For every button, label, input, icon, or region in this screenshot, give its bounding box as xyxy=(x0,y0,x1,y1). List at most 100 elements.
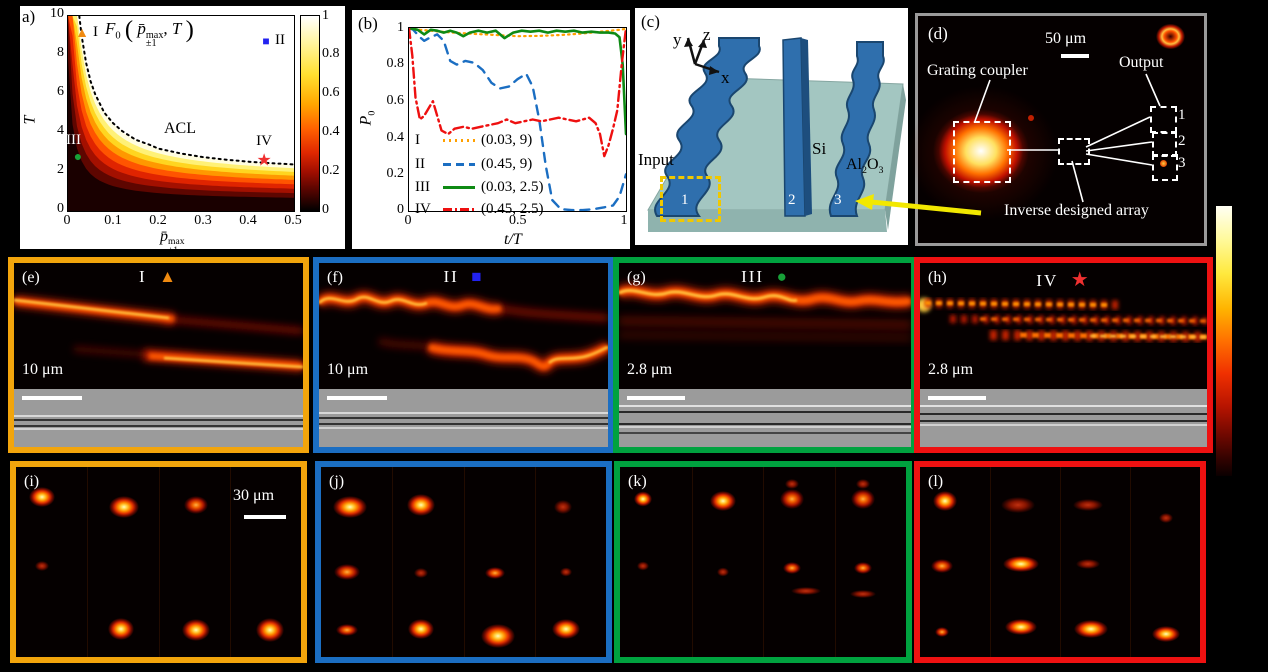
marker-III: ● xyxy=(73,150,83,166)
output-spot xyxy=(28,487,55,508)
ytick: 0.6 xyxy=(386,93,405,108)
xtick: 1 xyxy=(620,213,628,228)
ctick: 1 xyxy=(322,8,329,23)
output-spot xyxy=(933,491,958,512)
substrate-front xyxy=(648,210,887,232)
panel-f-id: II ■ xyxy=(443,267,484,286)
star-marker-icon: ★ xyxy=(1070,269,1091,291)
output-3-number: 3 xyxy=(1178,155,1186,171)
panel-e-scale-label: 10 μm xyxy=(22,361,64,378)
panel-a-heatmap: ACL ▲ I ■ II ● III ★ IV xyxy=(66,15,295,212)
output-spot xyxy=(790,586,821,595)
output-spot xyxy=(1073,499,1103,511)
intensity-colorbar xyxy=(1216,206,1232,476)
input-label: Input xyxy=(638,150,674,169)
panel-i-scale-bar xyxy=(244,515,286,519)
legend-line-sample xyxy=(443,138,475,142)
output-2-number: 2 xyxy=(1178,133,1186,149)
legend-row-I: I (0.03, 9) xyxy=(415,131,532,149)
waveguide-1-number: 1 xyxy=(681,192,689,208)
array-dashed-box xyxy=(1058,138,1090,165)
substrate-label: Al2O3 xyxy=(846,156,884,177)
ytick: 0.2 xyxy=(386,166,405,181)
panel-a-label: a) xyxy=(22,7,36,26)
panel-e: (e) I ▲ 10 μm xyxy=(8,257,309,453)
panel-a: a) F0 ( p̄ max ±1, T ) T 10 8 6 4 2 0 0 0.… xyxy=(20,6,345,255)
panel-e-label: (e) xyxy=(22,269,40,286)
panel-b-xlabel: t/T xyxy=(504,231,522,248)
panel-f-fluorescence xyxy=(319,291,608,373)
panel-e-id: I ▲ xyxy=(139,267,178,286)
ctick: 0.6 xyxy=(322,85,340,100)
panel-a-colorbar xyxy=(300,15,320,212)
output-spot xyxy=(181,619,210,642)
output-spot xyxy=(407,618,434,639)
output-spot xyxy=(560,567,573,576)
panel-h-id: IV ★ xyxy=(1036,269,1091,291)
panel-a-xlabel: p̄ max ±1 xyxy=(160,228,185,256)
output-spot xyxy=(109,495,140,518)
output-spot xyxy=(779,489,804,510)
x-arrowhead xyxy=(709,66,719,75)
legend: I (0.03, 9) II (0.45, 9) III (0.03, 2.5) IV (0.… xyxy=(409,28,626,217)
waveguide-3 xyxy=(828,41,885,217)
triangle-marker-icon: ▲ xyxy=(159,267,178,286)
legend-line-sample xyxy=(443,207,475,211)
output-spot xyxy=(335,624,358,637)
panel-f-scale-label: 10 μm xyxy=(327,361,369,378)
output-spot xyxy=(332,495,367,518)
panel-l: (l) xyxy=(914,461,1206,663)
output-spot xyxy=(1159,513,1174,524)
legend-line-sample xyxy=(443,162,475,166)
marker-label-IV: IV xyxy=(256,133,272,150)
square-marker-icon: ■ xyxy=(471,267,484,286)
output-box-2 xyxy=(1152,132,1177,157)
panel-a-title: F0 ( p̄ max ±1, T ) xyxy=(105,16,194,50)
output-spot xyxy=(480,624,515,649)
output-spot xyxy=(1002,555,1039,572)
z-arrowhead xyxy=(698,40,707,48)
output-spot xyxy=(709,491,736,512)
ytick: 1 xyxy=(397,20,404,35)
inverse-array-label: Inverse designed array xyxy=(1004,202,1149,219)
legend-row-II: II (0.45, 9) xyxy=(415,155,532,173)
axis-z-label: z xyxy=(703,25,711,44)
output-box-3 xyxy=(1152,154,1178,181)
output-spot xyxy=(935,627,950,638)
legend-params: (0.45, 9) xyxy=(481,155,533,172)
panel-b-lineplot: I (0.03, 9) II (0.45, 9) III (0.03, 2.5) IV (0.… xyxy=(407,26,628,217)
xtick: 0.5 xyxy=(284,213,302,228)
output-spot xyxy=(784,479,799,490)
output-spot xyxy=(716,567,729,576)
connector-lines xyxy=(974,73,1161,203)
panel-d-label: (d) xyxy=(928,24,948,43)
grating-coupler-label: Grating coupler xyxy=(927,62,1028,79)
ctick: 0.4 xyxy=(322,124,340,139)
panel-j-label: (j) xyxy=(329,473,345,490)
heatmap-markers: ▲ I ■ II ● III ★ IV xyxy=(66,16,294,211)
y-arrowhead xyxy=(684,38,693,47)
circle-marker-icon: ● xyxy=(776,267,789,286)
ytick: 0 xyxy=(57,201,64,216)
waveguide-3-number: 3 xyxy=(834,192,842,208)
panel-h: (h) IV ★ 2.8 μm xyxy=(914,257,1213,453)
xtick: 0 xyxy=(404,213,412,228)
output-spot xyxy=(931,558,954,573)
ytick: 0.4 xyxy=(386,130,405,145)
stray-ring-spot xyxy=(1154,22,1187,51)
legend-id: III xyxy=(415,178,430,195)
panel-i-label: (i) xyxy=(24,473,40,490)
panel-b: (b) P0 1 0.8 0.6 0.4 0.2 0 0 0.5 1 t/T I… xyxy=(352,10,630,249)
legend-id: II xyxy=(415,155,425,172)
waveguide-1 xyxy=(654,37,761,217)
panel-g-label: (g) xyxy=(627,269,646,286)
small-red-dot xyxy=(1028,115,1034,121)
panel-j-spots xyxy=(321,467,606,657)
output-spot xyxy=(255,618,284,643)
ytick: 0 xyxy=(397,202,404,217)
ctick: 0.8 xyxy=(322,46,340,61)
output-spot xyxy=(633,491,652,507)
panel-k: (k) xyxy=(614,461,912,663)
panel-h-label: (h) xyxy=(928,269,947,286)
panel-g: (g) III ● 2.8 μm xyxy=(613,257,917,453)
